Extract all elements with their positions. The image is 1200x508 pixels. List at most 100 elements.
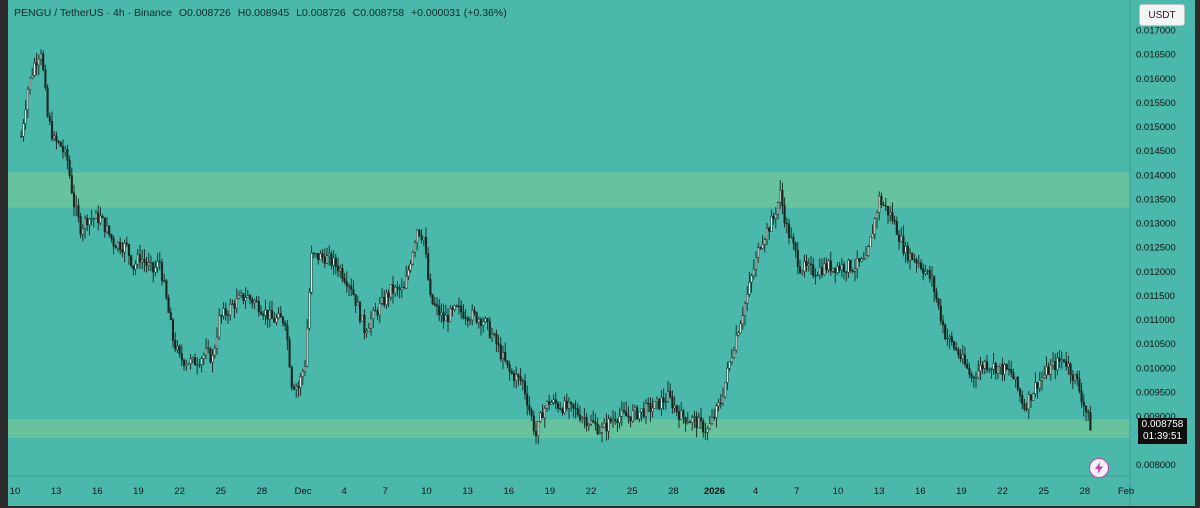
x-tick-label: 10	[833, 486, 844, 497]
candle-body	[867, 246, 870, 256]
candle-body	[739, 323, 742, 334]
candle-body	[717, 402, 720, 407]
candlestick-chart[interactable]: 0.017000 0.016500 0.016000 0.015500 0.015000…	[8, 0, 1195, 506]
candle-body	[605, 422, 608, 432]
candle-body	[834, 267, 837, 274]
candle-body	[453, 305, 456, 310]
candle-body	[845, 271, 848, 273]
candle-body	[68, 160, 71, 176]
candle-body	[229, 303, 232, 316]
symbol-header: PENGU / TetherUS · 4h · Binance O0.00872…	[14, 7, 511, 19]
candle-body	[471, 309, 474, 321]
candle-body	[110, 234, 113, 239]
candle-body	[473, 309, 476, 314]
candle-body	[985, 361, 989, 370]
candle-body	[116, 242, 120, 249]
candle-body	[152, 262, 155, 273]
candle-body	[1032, 393, 1035, 401]
x-tick-label: 16	[915, 486, 926, 497]
candle-body	[622, 409, 626, 413]
candle-body	[237, 295, 241, 299]
x-tick-label: 19	[545, 486, 556, 497]
candle-body	[270, 310, 274, 319]
y-tick-label: 0.011000	[1136, 315, 1175, 326]
candle-body	[295, 386, 298, 390]
change-value: +0.000031 (+0.36%)	[410, 7, 507, 19]
candle-body	[664, 401, 667, 403]
candle-body	[827, 260, 830, 271]
candle-body	[926, 270, 929, 272]
candle-body	[620, 409, 623, 417]
lightning-icon[interactable]	[1089, 458, 1109, 478]
candle-body	[655, 398, 659, 402]
candle-body	[702, 420, 705, 433]
y-tick-label: 0.012000	[1136, 267, 1176, 278]
candle-body	[988, 368, 991, 371]
candle-body	[875, 212, 879, 220]
candle-body	[836, 266, 839, 274]
candle-body	[697, 417, 700, 429]
x-tick-label: 13	[51, 486, 62, 497]
candle-body	[70, 175, 73, 194]
chart-frame: 0.017000 0.016500 0.016000 0.015500 0.015000…	[8, 0, 1195, 506]
candle-body	[1025, 408, 1028, 411]
candle-body	[244, 297, 247, 301]
candle-body	[541, 412, 544, 419]
candle-body	[673, 405, 676, 409]
candle-body	[677, 411, 681, 420]
price-zone-1	[8, 172, 1130, 208]
candle-body	[686, 421, 689, 424]
candle-body	[924, 271, 927, 274]
candle-body	[517, 374, 520, 377]
candle-body	[765, 227, 769, 240]
candle-body	[913, 259, 916, 261]
candle-body	[163, 280, 166, 282]
candle-body	[1049, 364, 1052, 375]
candle-body	[1029, 394, 1033, 401]
candle-body	[589, 420, 593, 425]
candle-body	[776, 202, 780, 215]
candle-body	[275, 317, 278, 323]
candle-body	[94, 212, 98, 219]
candle-body	[105, 225, 109, 233]
candle-body	[416, 229, 419, 244]
high-value: H0.008945	[237, 7, 290, 19]
candle-body	[906, 245, 909, 261]
candle-body	[979, 364, 982, 372]
candle-body	[614, 419, 617, 422]
candle-body	[286, 325, 289, 341]
candle-body	[356, 302, 359, 306]
candle-body	[545, 401, 549, 409]
candle-body	[937, 298, 940, 307]
candle-body	[680, 410, 683, 420]
candle-body	[72, 192, 76, 208]
candle-body	[20, 135, 23, 138]
candle-body	[114, 245, 117, 249]
x-tick-label: 22	[586, 486, 597, 497]
candle-body	[99, 215, 102, 224]
x-tick-label: 25	[1038, 486, 1049, 497]
candle-body	[935, 291, 938, 300]
candle-body	[497, 343, 500, 346]
candle-body	[726, 367, 729, 383]
y-tick-label: 0.013500	[1136, 194, 1176, 205]
candle-body	[44, 69, 47, 89]
candle-body	[746, 294, 749, 304]
candle-body	[523, 381, 527, 395]
candle-body	[374, 310, 377, 312]
candle-body	[889, 212, 892, 216]
candle-body	[220, 315, 223, 317]
currency-button[interactable]: USDT	[1139, 4, 1185, 26]
candle-body	[242, 293, 245, 301]
x-tick-label: 16	[503, 486, 514, 497]
y-tick-label: 0.016500	[1136, 50, 1176, 61]
candle-body	[585, 417, 588, 427]
candle-body	[609, 418, 612, 422]
candle-body	[147, 262, 150, 266]
x-tick-label: 28	[1080, 486, 1091, 497]
candle-body	[455, 305, 458, 307]
candle-body	[715, 405, 718, 418]
candle-body	[207, 347, 210, 350]
y-tick-label: 0.013000	[1136, 219, 1176, 230]
candle-body	[600, 427, 604, 433]
